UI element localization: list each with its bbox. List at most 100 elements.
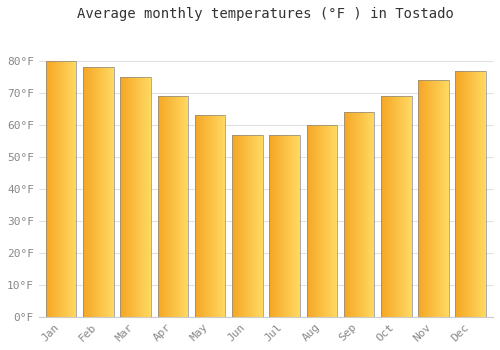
Bar (104, 68, 106, 317)
Bar (366, 112, 368, 317)
Bar (335, 125, 336, 317)
Bar (400, 96, 401, 317)
Bar (175, 96, 176, 317)
Bar (370, 112, 372, 317)
Bar (260, 134, 261, 317)
Bar (46, 61, 76, 317)
Bar (318, 125, 320, 317)
Bar (258, 134, 259, 317)
Bar (460, 71, 461, 317)
Bar (272, 134, 273, 317)
Bar (306, 125, 308, 317)
Bar (320, 125, 321, 317)
Bar (282, 134, 283, 317)
Bar (326, 125, 327, 317)
Bar (372, 112, 373, 317)
Bar (172, 96, 173, 317)
Bar (473, 71, 474, 317)
Bar (306, 125, 337, 317)
Bar (391, 96, 392, 317)
Bar (402, 96, 403, 317)
Bar (97, 68, 98, 317)
Bar (232, 134, 233, 317)
Bar (148, 77, 150, 317)
Bar (387, 96, 388, 317)
Bar (330, 125, 331, 317)
Bar (444, 80, 445, 317)
Bar (100, 68, 102, 317)
Bar (274, 134, 276, 317)
Bar (218, 116, 220, 317)
Bar (321, 125, 322, 317)
Bar (196, 116, 197, 317)
Bar (68, 61, 69, 317)
Bar (254, 134, 255, 317)
Bar (373, 112, 374, 317)
Bar (208, 116, 210, 317)
Bar (428, 80, 429, 317)
Bar (182, 96, 183, 317)
Bar (259, 134, 260, 317)
Bar (256, 134, 258, 317)
Bar (347, 112, 348, 317)
Bar (224, 116, 226, 317)
Bar (138, 77, 140, 317)
Bar (90, 68, 91, 317)
Bar (54, 61, 55, 317)
Bar (50, 61, 51, 317)
Bar (166, 96, 168, 317)
Bar (382, 96, 384, 317)
Bar (64, 61, 65, 317)
Bar (241, 134, 242, 317)
Bar (72, 61, 74, 317)
Bar (483, 71, 484, 317)
Bar (298, 134, 299, 317)
Bar (164, 96, 166, 317)
Bar (121, 77, 122, 317)
Bar (439, 80, 440, 317)
Bar (178, 96, 179, 317)
Bar (485, 71, 486, 317)
Bar (128, 77, 129, 317)
Bar (432, 80, 433, 317)
Bar (270, 134, 271, 317)
Bar (466, 71, 467, 317)
Bar (394, 96, 395, 317)
Bar (207, 116, 208, 317)
Bar (447, 80, 448, 317)
Bar (59, 61, 60, 317)
Bar (223, 116, 224, 317)
Bar (438, 80, 439, 317)
Bar (144, 77, 145, 317)
Bar (127, 77, 128, 317)
Bar (206, 116, 207, 317)
Bar (356, 112, 358, 317)
Bar (173, 96, 174, 317)
Bar (355, 112, 356, 317)
Bar (442, 80, 444, 317)
Bar (233, 134, 234, 317)
Bar (371, 112, 372, 317)
Bar (51, 61, 52, 317)
Bar (238, 134, 239, 317)
Bar (49, 61, 50, 317)
Bar (180, 96, 182, 317)
Bar (348, 112, 349, 317)
Bar (252, 134, 254, 317)
Bar (158, 96, 159, 317)
Bar (349, 112, 350, 317)
Bar (408, 96, 410, 317)
Bar (71, 61, 72, 317)
Bar (48, 61, 49, 317)
Bar (52, 61, 54, 317)
Bar (166, 96, 167, 317)
Bar (213, 116, 214, 317)
Bar (46, 61, 48, 317)
Bar (126, 77, 128, 317)
Bar (283, 134, 284, 317)
Bar (480, 71, 482, 317)
Bar (271, 134, 272, 317)
Bar (74, 61, 75, 317)
Bar (122, 77, 124, 317)
Bar (440, 80, 441, 317)
